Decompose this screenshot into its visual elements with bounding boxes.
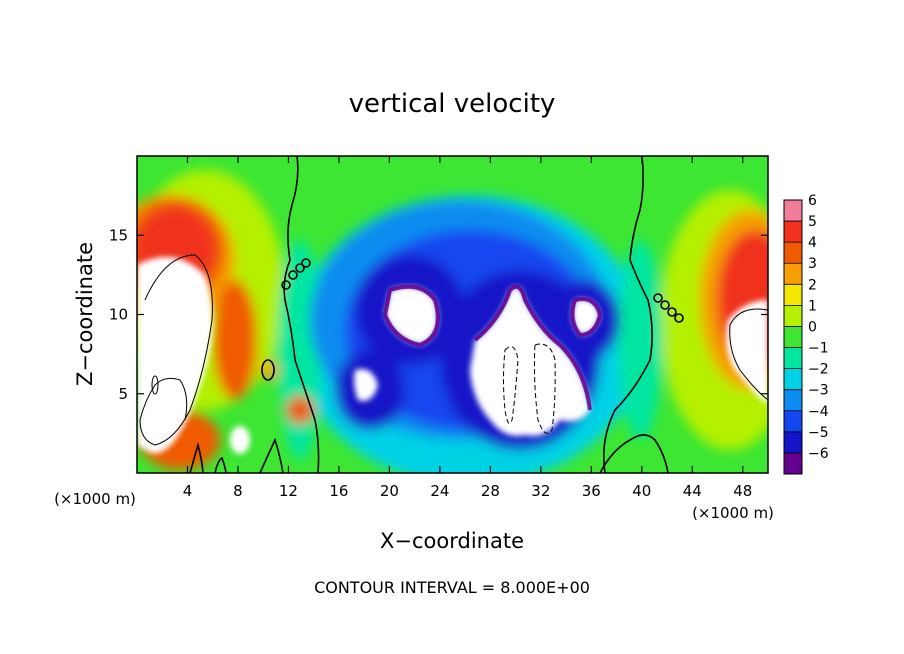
x-tick-label: 12 — [279, 482, 298, 500]
x-tick-label: 28 — [481, 482, 500, 500]
colorbar-label: 1 — [808, 298, 817, 314]
colorbar-swatch — [784, 368, 802, 391]
x-tick-label: 16 — [329, 482, 348, 500]
colorbar: 6 5 4 3 2 1 0 −1 −2 −3 −4 −5 −6 — [783, 193, 829, 475]
colorbar-label: 4 — [808, 235, 817, 251]
colorbar-label: −6 — [808, 446, 829, 462]
colorbar-swatch — [784, 221, 802, 243]
plot-area — [137, 156, 768, 473]
colorbar-swatch — [784, 431, 802, 454]
y-tick-label: 5 — [118, 385, 128, 403]
colorbar-swatch — [784, 200, 802, 222]
x-tick-label: 8 — [233, 482, 243, 500]
chart-title: vertical velocity — [349, 89, 556, 119]
colorbar-label: −3 — [808, 383, 829, 399]
colorbar-label: −1 — [808, 341, 829, 357]
x-tick-label: 32 — [531, 482, 550, 500]
y-axis-label: Z−coordinate — [73, 242, 97, 386]
x-tick-label: 40 — [632, 482, 651, 500]
x-tick-label: 20 — [380, 482, 399, 500]
y-axis: 5 10 15 — [109, 226, 768, 403]
colorbar-label: 5 — [808, 214, 817, 230]
colorbar-label: 3 — [808, 256, 817, 272]
x-unit-right: (×1000 m) — [692, 504, 774, 522]
colorbar-label: −5 — [808, 425, 829, 441]
clipped-regions — [137, 257, 768, 454]
colorbar-label: −4 — [808, 404, 829, 420]
x-tick-label: 36 — [582, 482, 601, 500]
negative-contours — [503, 343, 556, 434]
colorbar-swatch — [784, 389, 802, 412]
positive-contours — [139, 254, 768, 446]
colorbar-swatch — [784, 452, 802, 475]
x-axis: 4 8 12 16 20 24 28 32 36 40 44 48 — [183, 156, 752, 500]
y-tick-label: 10 — [109, 306, 128, 324]
contour-interval-note: CONTOUR INTERVAL = 8.000E+00 — [314, 578, 590, 597]
x-tick-label: 4 — [183, 482, 193, 500]
y-tick-label: 15 — [109, 226, 128, 244]
purple-edges — [382, 284, 603, 411]
colorbar-swatch — [784, 242, 802, 264]
colorbar-label: −2 — [808, 362, 829, 378]
x-axis-label: X−coordinate — [380, 529, 524, 553]
zero-contours — [189, 156, 684, 473]
colorbar-swatch — [784, 326, 802, 349]
x-tick-label: 24 — [430, 482, 449, 500]
colorbar-label: 2 — [808, 277, 817, 293]
x-unit-left: (×1000 m) — [54, 490, 136, 508]
colorbar-swatch — [784, 347, 802, 370]
colorbar-swatch — [784, 263, 802, 285]
colorbar-label: 6 — [808, 193, 817, 209]
x-tick-label: 44 — [683, 482, 702, 500]
colorbar-label: 0 — [808, 319, 817, 335]
colorbar-swatch — [784, 305, 802, 327]
colorbar-swatch — [784, 410, 802, 433]
colorbar-swatch — [784, 284, 802, 306]
x-tick-label: 48 — [733, 482, 752, 500]
